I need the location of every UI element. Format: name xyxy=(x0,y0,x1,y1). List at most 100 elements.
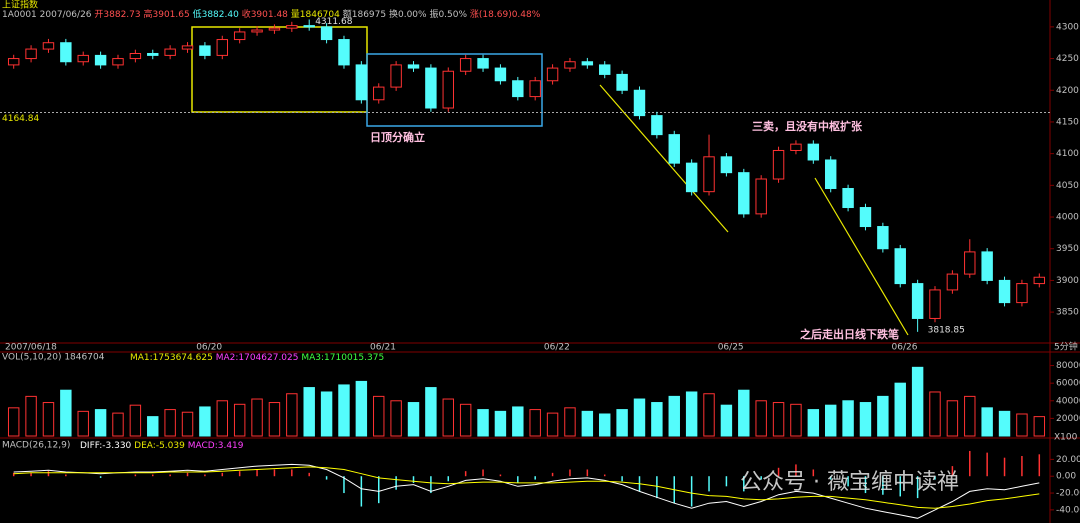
volume-bar xyxy=(946,400,959,437)
y-tick-label: 4150 xyxy=(1056,117,1079,127)
volume-bar xyxy=(964,395,976,437)
candle-body xyxy=(60,42,72,63)
volume-bar xyxy=(303,387,315,437)
trend-line xyxy=(599,84,729,233)
x-tick-label: 06/20 xyxy=(196,343,222,353)
volume-bar xyxy=(633,398,646,437)
volume-bar xyxy=(477,409,489,437)
candle-body xyxy=(338,39,350,66)
volume-bar xyxy=(407,402,420,437)
y-tick-label: 4050 xyxy=(1056,181,1079,191)
candle-body xyxy=(842,188,854,209)
candle-body xyxy=(807,143,820,161)
y-tick-label: 20000 xyxy=(1056,414,1080,424)
volume-bar xyxy=(286,393,298,437)
candle-body xyxy=(772,149,785,180)
candle-body xyxy=(859,207,872,228)
candle-body xyxy=(911,283,924,319)
indicator-line: MA1:1753674.625 MA2:1704627.025 MA3:1710… xyxy=(130,353,384,363)
volume-bar xyxy=(529,409,541,437)
x-tick-label: 06/26 xyxy=(892,343,918,353)
y-tick-label: 3850 xyxy=(1056,308,1079,318)
y-tick-label: -20.00 xyxy=(1056,489,1080,499)
candle-body xyxy=(494,67,507,82)
y-tick-label: 3950 xyxy=(1056,244,1079,254)
volume-bar xyxy=(512,406,524,437)
macd-line xyxy=(13,466,1040,509)
indicator: DEA:-5.039 xyxy=(134,441,185,451)
candle-body xyxy=(581,61,594,66)
volume-bar xyxy=(216,400,229,437)
candle-body xyxy=(320,26,333,41)
volume-bar xyxy=(685,391,698,437)
candle-body xyxy=(633,89,646,117)
volume-bar xyxy=(147,416,159,437)
volume-bar xyxy=(320,391,333,437)
x-tick-label: 2007/06/18 xyxy=(5,343,57,353)
indicator: MA3:1710015.375 xyxy=(301,353,384,363)
volume-bar xyxy=(1016,413,1028,437)
y-tick-label: 60000 xyxy=(1056,379,1080,389)
volume-bar xyxy=(703,393,715,437)
candle-body xyxy=(651,115,663,136)
volume-bar xyxy=(442,398,454,437)
volume-unit: X100 xyxy=(1054,433,1078,443)
volume-bar xyxy=(425,387,437,437)
macd-title: MACD(26,12,9) xyxy=(2,441,70,451)
quote-item: 低3882.40 xyxy=(193,8,239,20)
candle-body xyxy=(303,25,315,28)
candle-body xyxy=(129,52,142,60)
volume-bar xyxy=(77,410,89,437)
y-tick-label: -40.00 xyxy=(1056,505,1080,515)
candle-body xyxy=(390,64,402,88)
volume-bar xyxy=(546,412,559,437)
volume-bar xyxy=(668,395,680,437)
quote-item: 振0.50% xyxy=(429,8,467,20)
candle-body xyxy=(877,226,889,250)
volume-bar xyxy=(859,402,872,437)
y-tick-label: 0.00 xyxy=(1056,472,1076,482)
y-tick-label: 4250 xyxy=(1056,54,1079,64)
indicator: DIFF:-3.330 xyxy=(80,441,132,451)
candle-body xyxy=(181,45,194,50)
candle-body xyxy=(425,67,437,109)
level-label: 4164.84 xyxy=(2,114,39,124)
volume-bar xyxy=(199,406,211,437)
volume-bar xyxy=(251,398,263,437)
candle-body xyxy=(824,159,837,190)
quote-item: 开3882.73 xyxy=(94,9,140,20)
candle-body xyxy=(964,251,976,275)
y-tick-label: 4100 xyxy=(1056,149,1079,159)
volume-title: VOL(5,10,20) 1846704 xyxy=(2,353,105,363)
volume-bar xyxy=(981,407,993,437)
quote-item: 收3901.48 xyxy=(242,8,288,20)
volume-bar xyxy=(824,404,837,437)
low-label: 3818.85 xyxy=(928,325,965,335)
volume-bar xyxy=(373,395,385,437)
volume-bar xyxy=(94,409,107,437)
candle-body xyxy=(998,279,1011,304)
x-tick-label: 06/22 xyxy=(544,343,570,353)
watermark: 公众号 · 薇宝缠中读禅 xyxy=(740,470,959,495)
candle-body xyxy=(407,64,420,69)
annotation: 日顶分确立 xyxy=(370,130,425,144)
volume-bar xyxy=(842,400,854,437)
volume-bar xyxy=(7,407,20,437)
candle-body xyxy=(929,289,941,319)
quote-item: 涨(18.69)0.48% xyxy=(470,9,541,20)
candle-body xyxy=(42,42,55,50)
volume-bar xyxy=(772,402,785,437)
volume-bar xyxy=(877,395,889,437)
volume-bar xyxy=(164,409,176,437)
candle-body xyxy=(790,143,802,151)
volume-bar xyxy=(112,412,124,437)
candle-body xyxy=(216,39,229,56)
quote-text: 1A0001 2007/06/26 开3882.73 高3901.65 低388… xyxy=(2,8,541,20)
volume-bar xyxy=(42,402,55,437)
volume-bar xyxy=(651,402,663,437)
volume-bar xyxy=(790,403,802,437)
candle-body xyxy=(512,80,524,98)
quote-item: 1A0001 2007/06/26 xyxy=(2,10,92,20)
